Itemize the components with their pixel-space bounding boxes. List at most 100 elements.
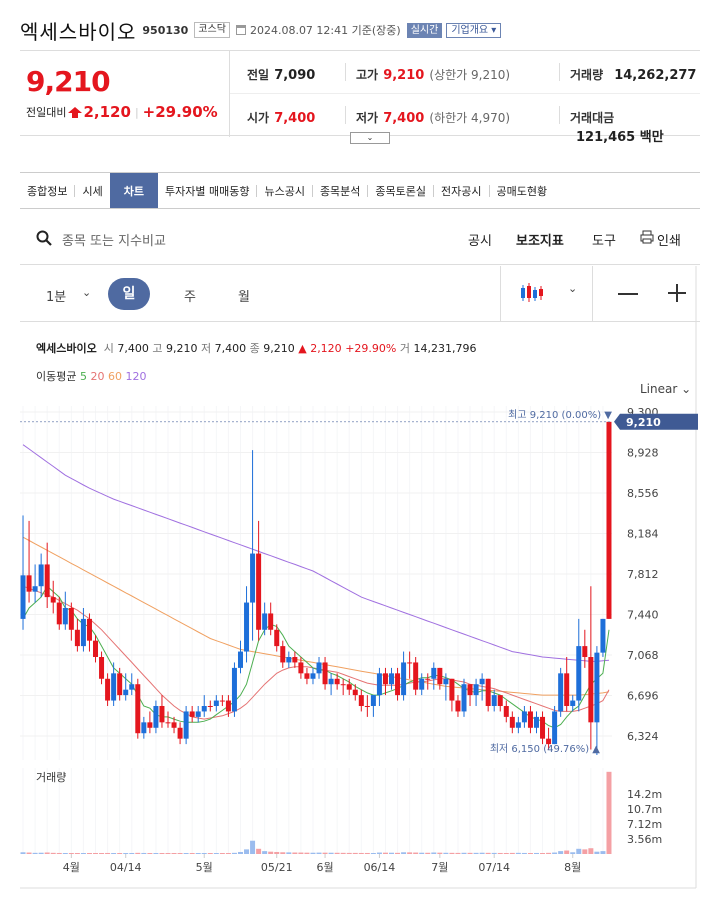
period-day[interactable]: 일 bbox=[108, 278, 150, 310]
volume-bar bbox=[606, 771, 612, 854]
period-selector: 1분 ⌄ 일 주 월 ⌄ bbox=[20, 266, 700, 322]
candle-body bbox=[485, 678, 491, 706]
volume-bar bbox=[352, 852, 358, 854]
volume-bar bbox=[479, 852, 485, 854]
prev-close: 전일 7,090 bbox=[247, 68, 316, 83]
volume-bar bbox=[491, 852, 497, 854]
scale-selector[interactable]: Linear ⌄ bbox=[640, 382, 692, 396]
volume-bar bbox=[262, 851, 268, 854]
indicator-button[interactable]: 보조지표 bbox=[516, 234, 564, 249]
stock-header: 엑세스바이오 950130 코스닥 2024.08.07 12:41 기준(장중… bbox=[20, 10, 700, 50]
candle-body bbox=[56, 602, 62, 625]
moving-average-legend: 이동평균 5 20 60 120 bbox=[36, 370, 147, 383]
tab-4[interactable]: 뉴스공시 bbox=[264, 184, 305, 198]
candle-body bbox=[26, 575, 32, 592]
volume-tick-label: 14.2m bbox=[627, 788, 662, 801]
volume-bar bbox=[322, 852, 328, 854]
candle-body bbox=[316, 662, 322, 674]
volume-bar bbox=[358, 852, 364, 854]
volume-bar bbox=[105, 852, 111, 854]
printer-icon[interactable] bbox=[640, 230, 654, 244]
tab-5[interactable]: 종목분석 bbox=[319, 184, 361, 198]
realtime-badge[interactable]: 실시간 bbox=[406, 22, 443, 38]
candlestick-type-icon[interactable] bbox=[520, 282, 546, 304]
volume-tick-label: 10.7m bbox=[627, 803, 662, 816]
candle-body bbox=[461, 684, 467, 712]
volume-bar bbox=[147, 853, 153, 854]
candle-body bbox=[546, 738, 552, 745]
candle-body bbox=[50, 597, 56, 603]
candle-body bbox=[256, 553, 262, 630]
volume-bar bbox=[346, 852, 352, 854]
volume-bar bbox=[135, 852, 141, 854]
divider bbox=[74, 184, 76, 197]
candle-body bbox=[443, 678, 449, 685]
compare-search-input[interactable]: 종목 또는 지수비교 bbox=[62, 234, 166, 249]
tab-3[interactable]: 투자자별 매매동향 bbox=[164, 184, 250, 198]
candle-body bbox=[509, 716, 515, 728]
period-minute[interactable]: 1분 bbox=[46, 290, 67, 305]
search-icon[interactable] bbox=[36, 230, 52, 246]
calendar-icon bbox=[235, 25, 246, 35]
low-price: 저가 7,400 (하한가 4,970) bbox=[356, 111, 511, 126]
volume-bar bbox=[419, 852, 425, 854]
tab-2[interactable]: 차트 bbox=[109, 173, 158, 208]
zoom-out-icon[interactable] bbox=[618, 293, 638, 295]
volume-bar bbox=[44, 852, 50, 854]
chevron-down-icon[interactable]: ⌄ bbox=[568, 282, 578, 295]
candle-body bbox=[32, 586, 38, 592]
candle-body bbox=[594, 652, 600, 723]
zoom-in-icon[interactable] bbox=[668, 284, 686, 302]
divider bbox=[592, 266, 593, 322]
volume-bar bbox=[382, 852, 388, 854]
candle-body bbox=[201, 706, 207, 712]
tools-button[interactable]: 도구 bbox=[592, 234, 616, 249]
volume-bar bbox=[117, 853, 123, 854]
volume-bar bbox=[594, 851, 600, 854]
print-button[interactable]: 인쇄 bbox=[657, 234, 681, 249]
candle-body bbox=[473, 684, 479, 696]
volume-bar bbox=[292, 852, 298, 854]
chevron-down-icon[interactable]: ⌄ bbox=[82, 286, 92, 299]
tab-1[interactable]: 시세 bbox=[82, 184, 103, 198]
candle-body bbox=[225, 700, 231, 712]
volume-bar bbox=[515, 852, 521, 854]
ma20-legend: 20 bbox=[90, 370, 105, 383]
tab-7[interactable]: 전자공시 bbox=[441, 184, 482, 198]
period-week[interactable]: 주 bbox=[184, 290, 196, 305]
disclosure-button[interactable]: 공시 bbox=[468, 234, 492, 249]
volume-bar bbox=[201, 853, 207, 854]
candle-body bbox=[588, 657, 594, 723]
volume-bar bbox=[376, 852, 382, 854]
volume-bar bbox=[582, 849, 588, 854]
candle-body bbox=[521, 711, 527, 723]
divider bbox=[230, 93, 700, 94]
period-month[interactable]: 월 bbox=[238, 290, 250, 305]
candle-body bbox=[467, 684, 473, 696]
volume-bar bbox=[286, 852, 292, 854]
candle-body bbox=[558, 673, 564, 712]
candle-body bbox=[280, 646, 286, 663]
tab-6[interactable]: 종목토론실 bbox=[375, 184, 427, 198]
candle-body bbox=[582, 646, 588, 657]
tab-0[interactable]: 종합정보 bbox=[27, 184, 68, 198]
volume-bar bbox=[177, 853, 183, 854]
candle-body bbox=[376, 673, 382, 696]
volume-bar bbox=[183, 853, 189, 854]
tab-8[interactable]: 공매도현황 bbox=[496, 184, 548, 198]
divider bbox=[345, 63, 346, 81]
volume-bar bbox=[334, 852, 340, 854]
volume-bar bbox=[274, 851, 280, 854]
company-info-button[interactable]: 기업개요 ▾ bbox=[446, 22, 502, 38]
candle-body bbox=[117, 673, 123, 696]
candle-body bbox=[298, 662, 304, 674]
expand-toggle-button[interactable]: ⌄ bbox=[350, 132, 390, 144]
volume-bar bbox=[588, 848, 594, 854]
current-price-tag bbox=[614, 413, 698, 430]
candle-body bbox=[68, 608, 74, 630]
volume-bar bbox=[32, 852, 38, 854]
volume-bar bbox=[153, 853, 159, 854]
candle-body bbox=[437, 667, 443, 685]
